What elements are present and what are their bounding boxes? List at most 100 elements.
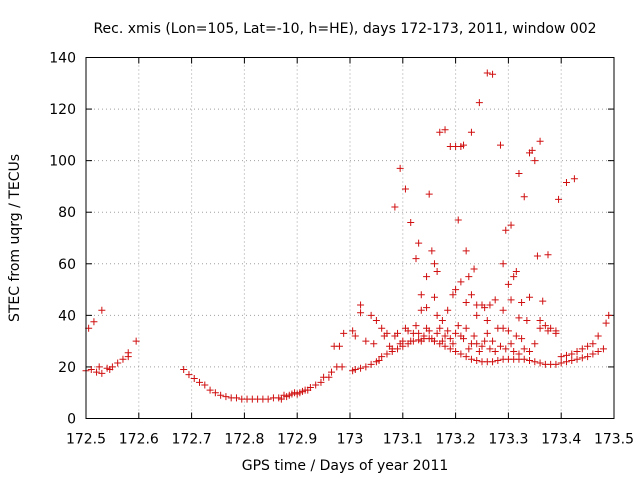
data-point — [378, 353, 386, 361]
data-point — [222, 393, 230, 401]
data-point — [415, 329, 423, 337]
x-tick-label: 172.6 — [119, 432, 159, 448]
data-point — [370, 340, 378, 348]
data-point — [407, 219, 415, 227]
data-point — [190, 375, 198, 383]
y-tick-label: 120 — [49, 102, 76, 118]
data-point — [367, 360, 375, 368]
data-point — [526, 347, 534, 355]
x-tick-label: 173.2 — [436, 432, 476, 448]
data-point — [124, 349, 132, 357]
data-point — [444, 306, 452, 314]
data-point — [457, 350, 465, 358]
x-tick-label: 172.7 — [172, 432, 212, 448]
data-point — [430, 260, 438, 268]
data-point — [515, 170, 523, 178]
data-point — [340, 329, 348, 337]
data-point — [460, 141, 468, 149]
data-point — [584, 342, 592, 350]
data-point — [298, 387, 306, 395]
data-point — [106, 366, 114, 374]
x-tick-labels: 172.5 172.6 172.7 172.8 172.9 173 173.1 173.2 17… — [66, 432, 634, 448]
data-point — [132, 337, 140, 345]
data-point — [518, 335, 526, 343]
data-point — [496, 141, 504, 149]
data-point — [489, 358, 497, 366]
data-point — [502, 345, 510, 353]
data-point — [526, 293, 534, 301]
data-point — [602, 319, 610, 327]
data-point — [417, 337, 425, 345]
y-tick-label: 80 — [58, 205, 76, 221]
y-tick-label: 0 — [67, 412, 76, 428]
data-point — [201, 381, 209, 389]
data-point — [446, 335, 454, 343]
data-point — [507, 296, 515, 304]
data-point — [544, 327, 552, 335]
data-point — [444, 327, 452, 335]
data-point — [433, 329, 441, 337]
data-point — [499, 324, 507, 332]
data-point — [578, 354, 586, 362]
data-point — [507, 340, 515, 348]
y-tick-labels: 0 20 40 60 80 100 120 140 — [49, 51, 76, 428]
data-point — [114, 359, 122, 367]
data-point — [417, 306, 425, 314]
data-point — [438, 317, 446, 325]
data-point — [351, 366, 359, 374]
data-point — [423, 304, 431, 312]
data-point — [328, 368, 336, 376]
data-point — [526, 356, 534, 364]
data-point — [264, 395, 272, 403]
data-point — [507, 221, 515, 229]
data-point — [510, 347, 518, 355]
data-point — [605, 311, 613, 319]
data-point — [277, 395, 285, 403]
data-point — [441, 332, 449, 340]
data-point — [589, 350, 597, 358]
data-point — [510, 273, 518, 281]
data-point — [536, 359, 544, 367]
x-tick-label: 173.5 — [594, 432, 634, 448]
data-point — [338, 363, 346, 371]
data-point — [362, 363, 370, 371]
data-point — [293, 390, 301, 398]
data-point — [594, 332, 602, 340]
data-point — [473, 356, 481, 364]
data-point — [518, 298, 526, 306]
data-point — [499, 260, 507, 268]
data-point — [486, 301, 494, 309]
data-point — [467, 128, 475, 136]
data-point — [562, 179, 570, 187]
data-point — [504, 280, 512, 288]
data-point — [457, 278, 465, 286]
data-point — [417, 291, 425, 299]
x-tick-label: 172.8 — [224, 432, 264, 448]
y-axis-label: STEC from uqrg / TECUs — [7, 154, 23, 322]
data-point — [433, 311, 441, 319]
data-point — [470, 332, 478, 340]
data-point — [180, 366, 188, 374]
data-point — [372, 317, 380, 325]
data-point — [599, 345, 607, 353]
data-point — [206, 386, 214, 394]
data-point — [367, 311, 375, 319]
data-point — [462, 324, 470, 332]
data-point — [478, 342, 486, 350]
data-point — [452, 347, 460, 355]
data-point — [211, 389, 219, 397]
data-point — [568, 350, 576, 358]
data-point — [483, 317, 491, 325]
data-point — [489, 70, 497, 78]
data-point — [489, 337, 497, 345]
data-point — [452, 286, 460, 294]
data-point — [412, 255, 420, 263]
data-point — [552, 360, 560, 368]
data-point — [404, 327, 412, 335]
data-point — [425, 327, 433, 335]
y-tick-label: 140 — [49, 51, 76, 67]
data-point — [325, 373, 333, 381]
data-point — [438, 337, 446, 345]
data-point — [512, 268, 520, 276]
